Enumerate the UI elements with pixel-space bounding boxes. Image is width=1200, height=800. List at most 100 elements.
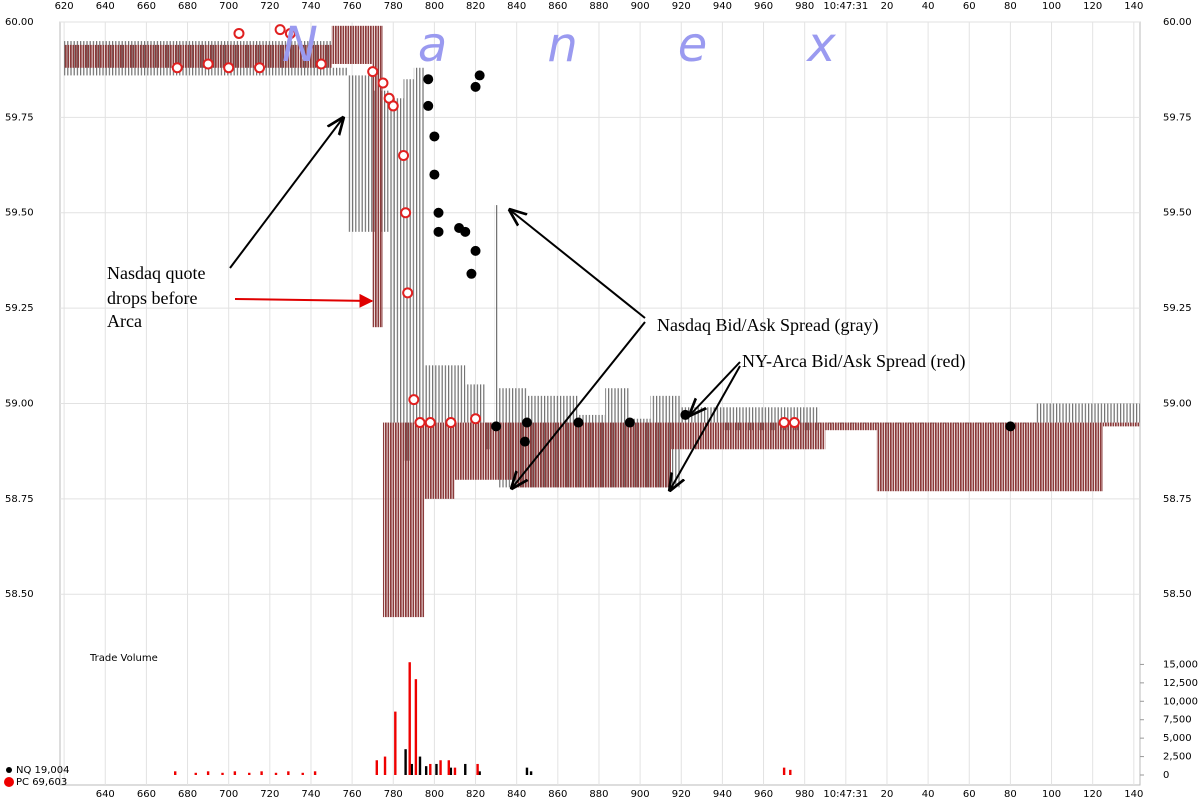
arrow — [510, 210, 646, 319]
spread-band — [348, 75, 373, 232]
spread-band — [382, 422, 425, 618]
volume-bar — [529, 771, 533, 775]
x-tick-label: 80 — [1004, 789, 1017, 800]
trade-dot — [491, 421, 502, 432]
trade-dot — [387, 100, 399, 112]
annotation: NY-Arca Bid/Ask Spread (red) — [742, 351, 965, 372]
legend-swatch — [4, 777, 14, 787]
volume-bar — [174, 771, 177, 775]
x-tick-label: 720 — [260, 789, 279, 800]
trade-dot — [778, 417, 790, 429]
volume-bar — [301, 772, 304, 775]
trade-dot — [624, 417, 635, 428]
x-tick-label: 820 — [466, 789, 485, 800]
volume-bar — [206, 771, 210, 775]
volume-bar — [476, 763, 479, 775]
volume-bar — [394, 711, 397, 775]
x-tick-label: 840 — [507, 789, 526, 800]
spread-band — [516, 422, 671, 488]
trade-dot — [274, 24, 286, 36]
y-tick-label: 59.25 — [1163, 303, 1192, 314]
trade-dot — [202, 58, 214, 70]
spread-band — [1102, 422, 1140, 427]
annotation: Arca — [107, 311, 142, 331]
volume-bar — [439, 760, 442, 775]
volume-bar — [221, 772, 224, 775]
x-tick-label: 860 — [548, 1, 567, 12]
spread-band — [465, 384, 486, 423]
y-tick-label: 59.50 — [5, 208, 34, 219]
trade-dot — [377, 77, 389, 89]
trade-dot — [788, 417, 800, 429]
volume-bar — [248, 772, 251, 775]
y-tick-label: 58.50 — [1163, 589, 1192, 600]
spread-band — [494, 205, 499, 423]
x-tick-label: 660 — [137, 789, 156, 800]
volume-bar — [435, 763, 438, 775]
trade-dot — [402, 287, 414, 299]
trade-dot — [408, 394, 420, 406]
spread-band — [413, 67, 425, 423]
x-tick-label: 760 — [343, 789, 362, 800]
x-tick-label: 120 — [1083, 1, 1102, 12]
trade-dot — [474, 70, 485, 81]
y-tick-label: 10,000 — [1163, 696, 1198, 707]
trade-dot — [466, 268, 477, 279]
trade-dot — [433, 207, 444, 218]
volume-bar — [525, 767, 529, 775]
x-tick-label: 900 — [631, 789, 650, 800]
trade-dot — [367, 66, 379, 78]
trade-dot — [521, 417, 532, 428]
y-tick-label: 5,000 — [1163, 733, 1192, 744]
trade-dot — [400, 207, 412, 219]
x-tick-label: 60 — [963, 789, 976, 800]
trade-dot — [414, 417, 426, 429]
arrow — [234, 293, 374, 308]
y-tick-label: 59.75 — [5, 112, 34, 123]
spread-band — [331, 67, 348, 76]
x-tick-label: 660 — [137, 1, 156, 12]
x-tick-label: 640 — [96, 789, 115, 800]
x-tick-label: 20 — [881, 789, 894, 800]
trade-dot — [315, 58, 327, 70]
x-tick-label: 10:47:31 — [823, 1, 868, 12]
x-tick-label: 940 — [713, 789, 732, 800]
x-tick-label: 700 — [219, 789, 238, 800]
annotation: Nasdaq quote — [107, 263, 205, 283]
annotation: drops before — [107, 288, 197, 308]
trade-dot — [233, 27, 245, 39]
y-tick-label: 59.00 — [5, 398, 34, 409]
x-tick-label: 720 — [260, 1, 279, 12]
volume-bar — [260, 771, 263, 775]
legend-swatch — [6, 767, 12, 773]
y-tick-label: 7,500 — [1163, 715, 1192, 726]
volume-bar — [789, 769, 792, 775]
y-tick-label: 15,000 — [1163, 659, 1198, 670]
trade-dot — [429, 169, 440, 180]
x-tick-label: 120 — [1083, 789, 1102, 800]
x-tick-label: 740 — [301, 1, 320, 12]
trade-dot — [429, 131, 440, 142]
x-tick-label: 900 — [631, 1, 650, 12]
volume-bar — [233, 771, 237, 775]
volume-bar — [424, 766, 428, 775]
x-tick-label: 10:47:31 — [823, 789, 868, 800]
trade-dot — [424, 417, 436, 429]
spread-band — [389, 98, 404, 423]
spread-band — [372, 25, 383, 328]
arrow — [690, 361, 741, 415]
x-tick-label: 920 — [672, 1, 691, 12]
trade-dot — [398, 150, 410, 162]
x-tick-label: 880 — [589, 1, 608, 12]
legend-label: NQ 19,004 — [16, 765, 70, 776]
panel-title: Trade Volume — [89, 653, 158, 664]
x-tick-label: 980 — [795, 789, 814, 800]
volume-bar — [453, 767, 457, 775]
trade-dot — [445, 417, 457, 429]
annotations: Nasdaq quote drops before Arca Nasdaq Bi… — [89, 118, 965, 664]
x-tick-label: 620 — [55, 1, 74, 12]
x-tick-label: 40 — [922, 789, 935, 800]
x-tick-label: 680 — [178, 789, 197, 800]
spread-band — [454, 422, 517, 480]
